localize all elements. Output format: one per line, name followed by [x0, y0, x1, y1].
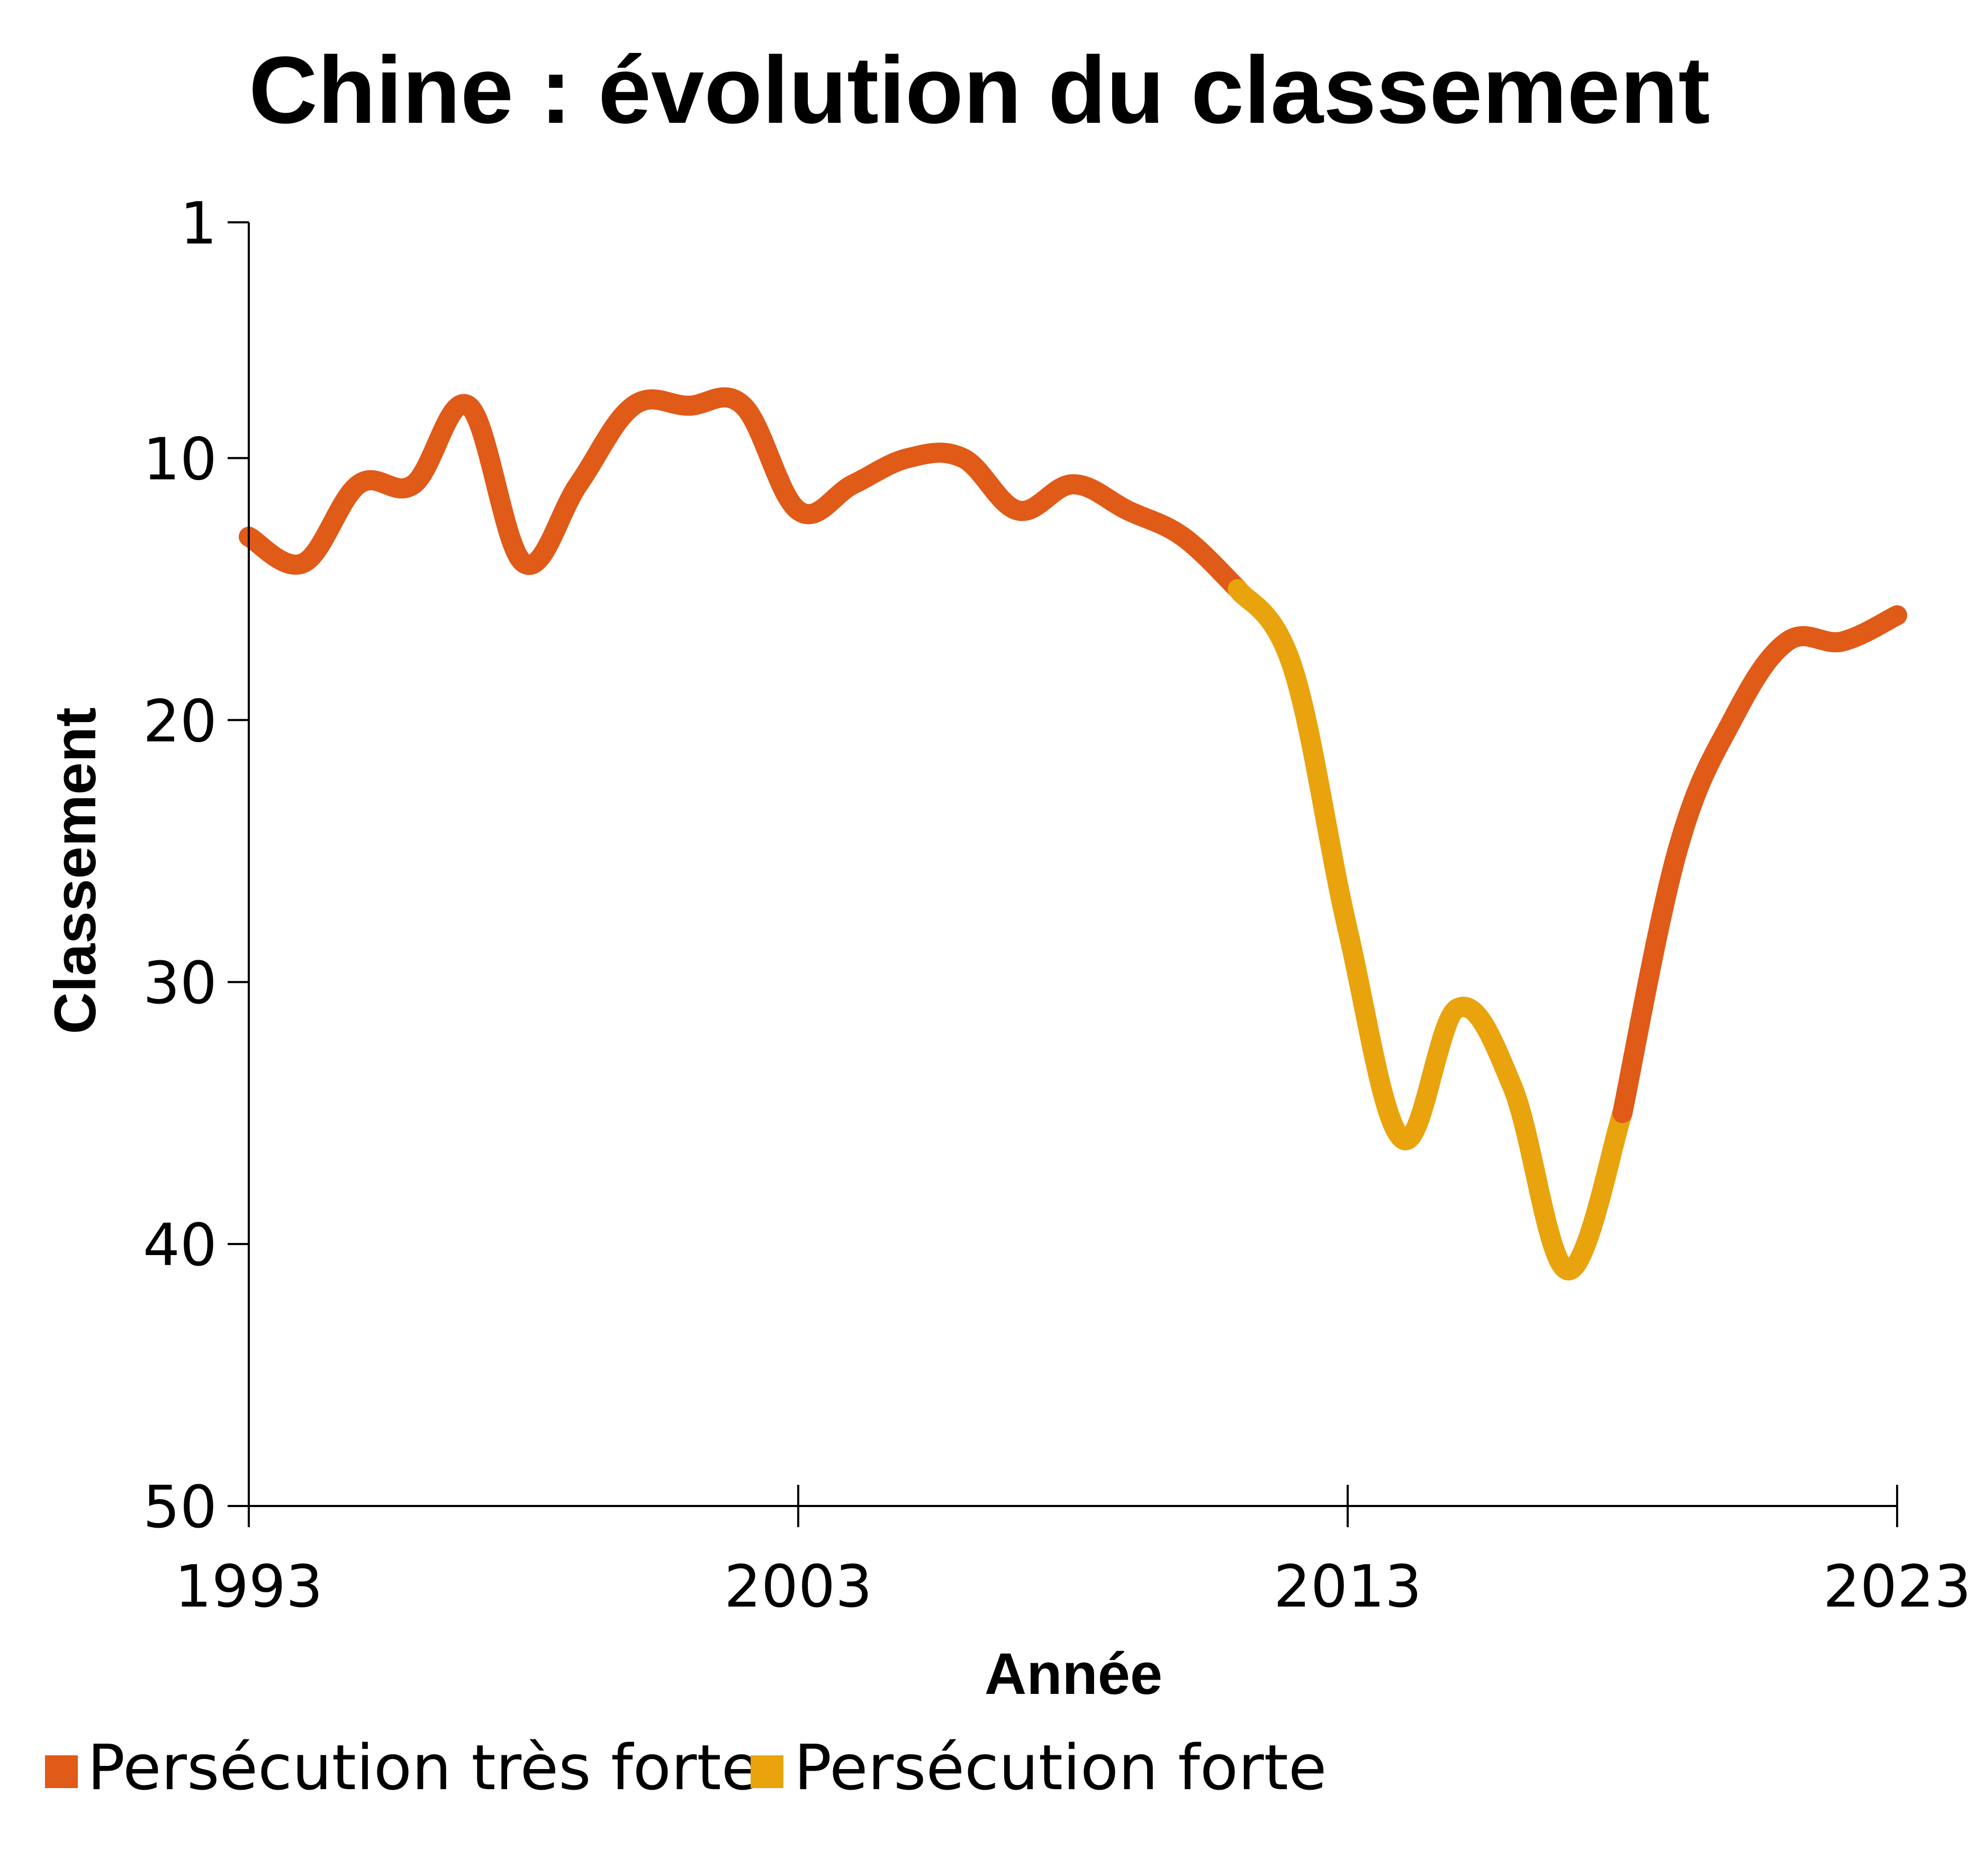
x-axis-label: Année	[985, 1642, 1162, 1707]
series-line-1	[1228, 579, 1632, 1280]
x-tick-label: 2003	[724, 1553, 872, 1620]
y-tick-label: 50	[143, 1473, 217, 1541]
y-tick-label: 1	[180, 190, 217, 257]
series-layer	[239, 387, 1907, 1280]
x-ticks: 1993 2003 2013 2023	[175, 1485, 1971, 1620]
legend: Persécution très forte Persécution forte	[45, 1731, 1327, 1804]
x-tick-label: 2013	[1274, 1553, 1422, 1620]
series-line-2	[1612, 605, 1907, 1123]
chart-title: Chine : évolution du classement	[249, 37, 1710, 143]
legend-swatch-very-strong	[45, 1755, 78, 1788]
legend-label-strong: Persécution forte	[794, 1731, 1327, 1804]
x-tick-label: 1993	[175, 1553, 323, 1620]
x-tick-label: 2023	[1823, 1553, 1971, 1620]
legend-swatch-strong	[751, 1755, 783, 1788]
y-tick-label: 30	[143, 949, 217, 1017]
y-axis-label: Classement	[43, 707, 108, 1034]
axes	[228, 222, 1897, 1507]
y-tick-label: 10	[143, 425, 217, 493]
y-tick-label: 20	[143, 687, 217, 755]
legend-label-very-strong: Persécution très forte	[87, 1731, 760, 1804]
series-line-0	[239, 387, 1248, 599]
y-ticks: 1 10 20 30 40 50	[143, 190, 249, 1541]
y-tick-label: 40	[143, 1211, 217, 1279]
